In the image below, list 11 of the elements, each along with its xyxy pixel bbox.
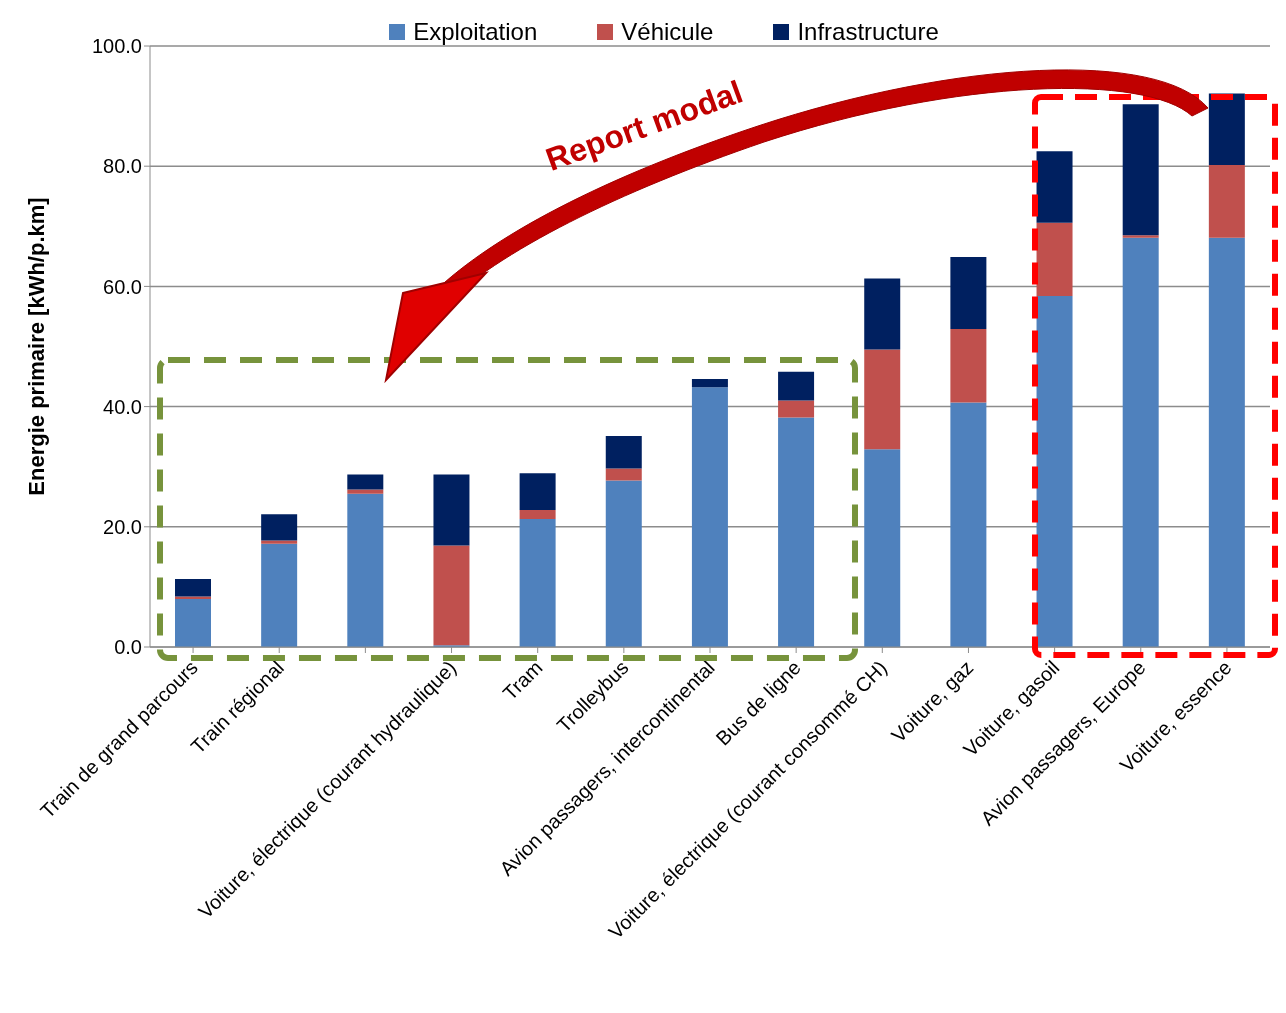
y-axis-title: Energie primaire [kWh/p.km]: [23, 197, 49, 496]
legend-label: Véhicule: [620, 18, 714, 46]
y-tick-label: 80.0: [103, 155, 142, 178]
y-tick-label: 60.0: [103, 275, 142, 298]
legend-label: Infrastructure: [796, 18, 939, 46]
y-tick-label: 100.0: [91, 35, 142, 58]
annotation: Report modal: [541, 73, 748, 178]
y-tick-label: 20.0: [103, 515, 142, 538]
legend-label: Exploitation: [412, 18, 538, 46]
y-tick-label: 0.0: [114, 636, 142, 659]
y-tick-label: 40.0: [103, 395, 142, 418]
